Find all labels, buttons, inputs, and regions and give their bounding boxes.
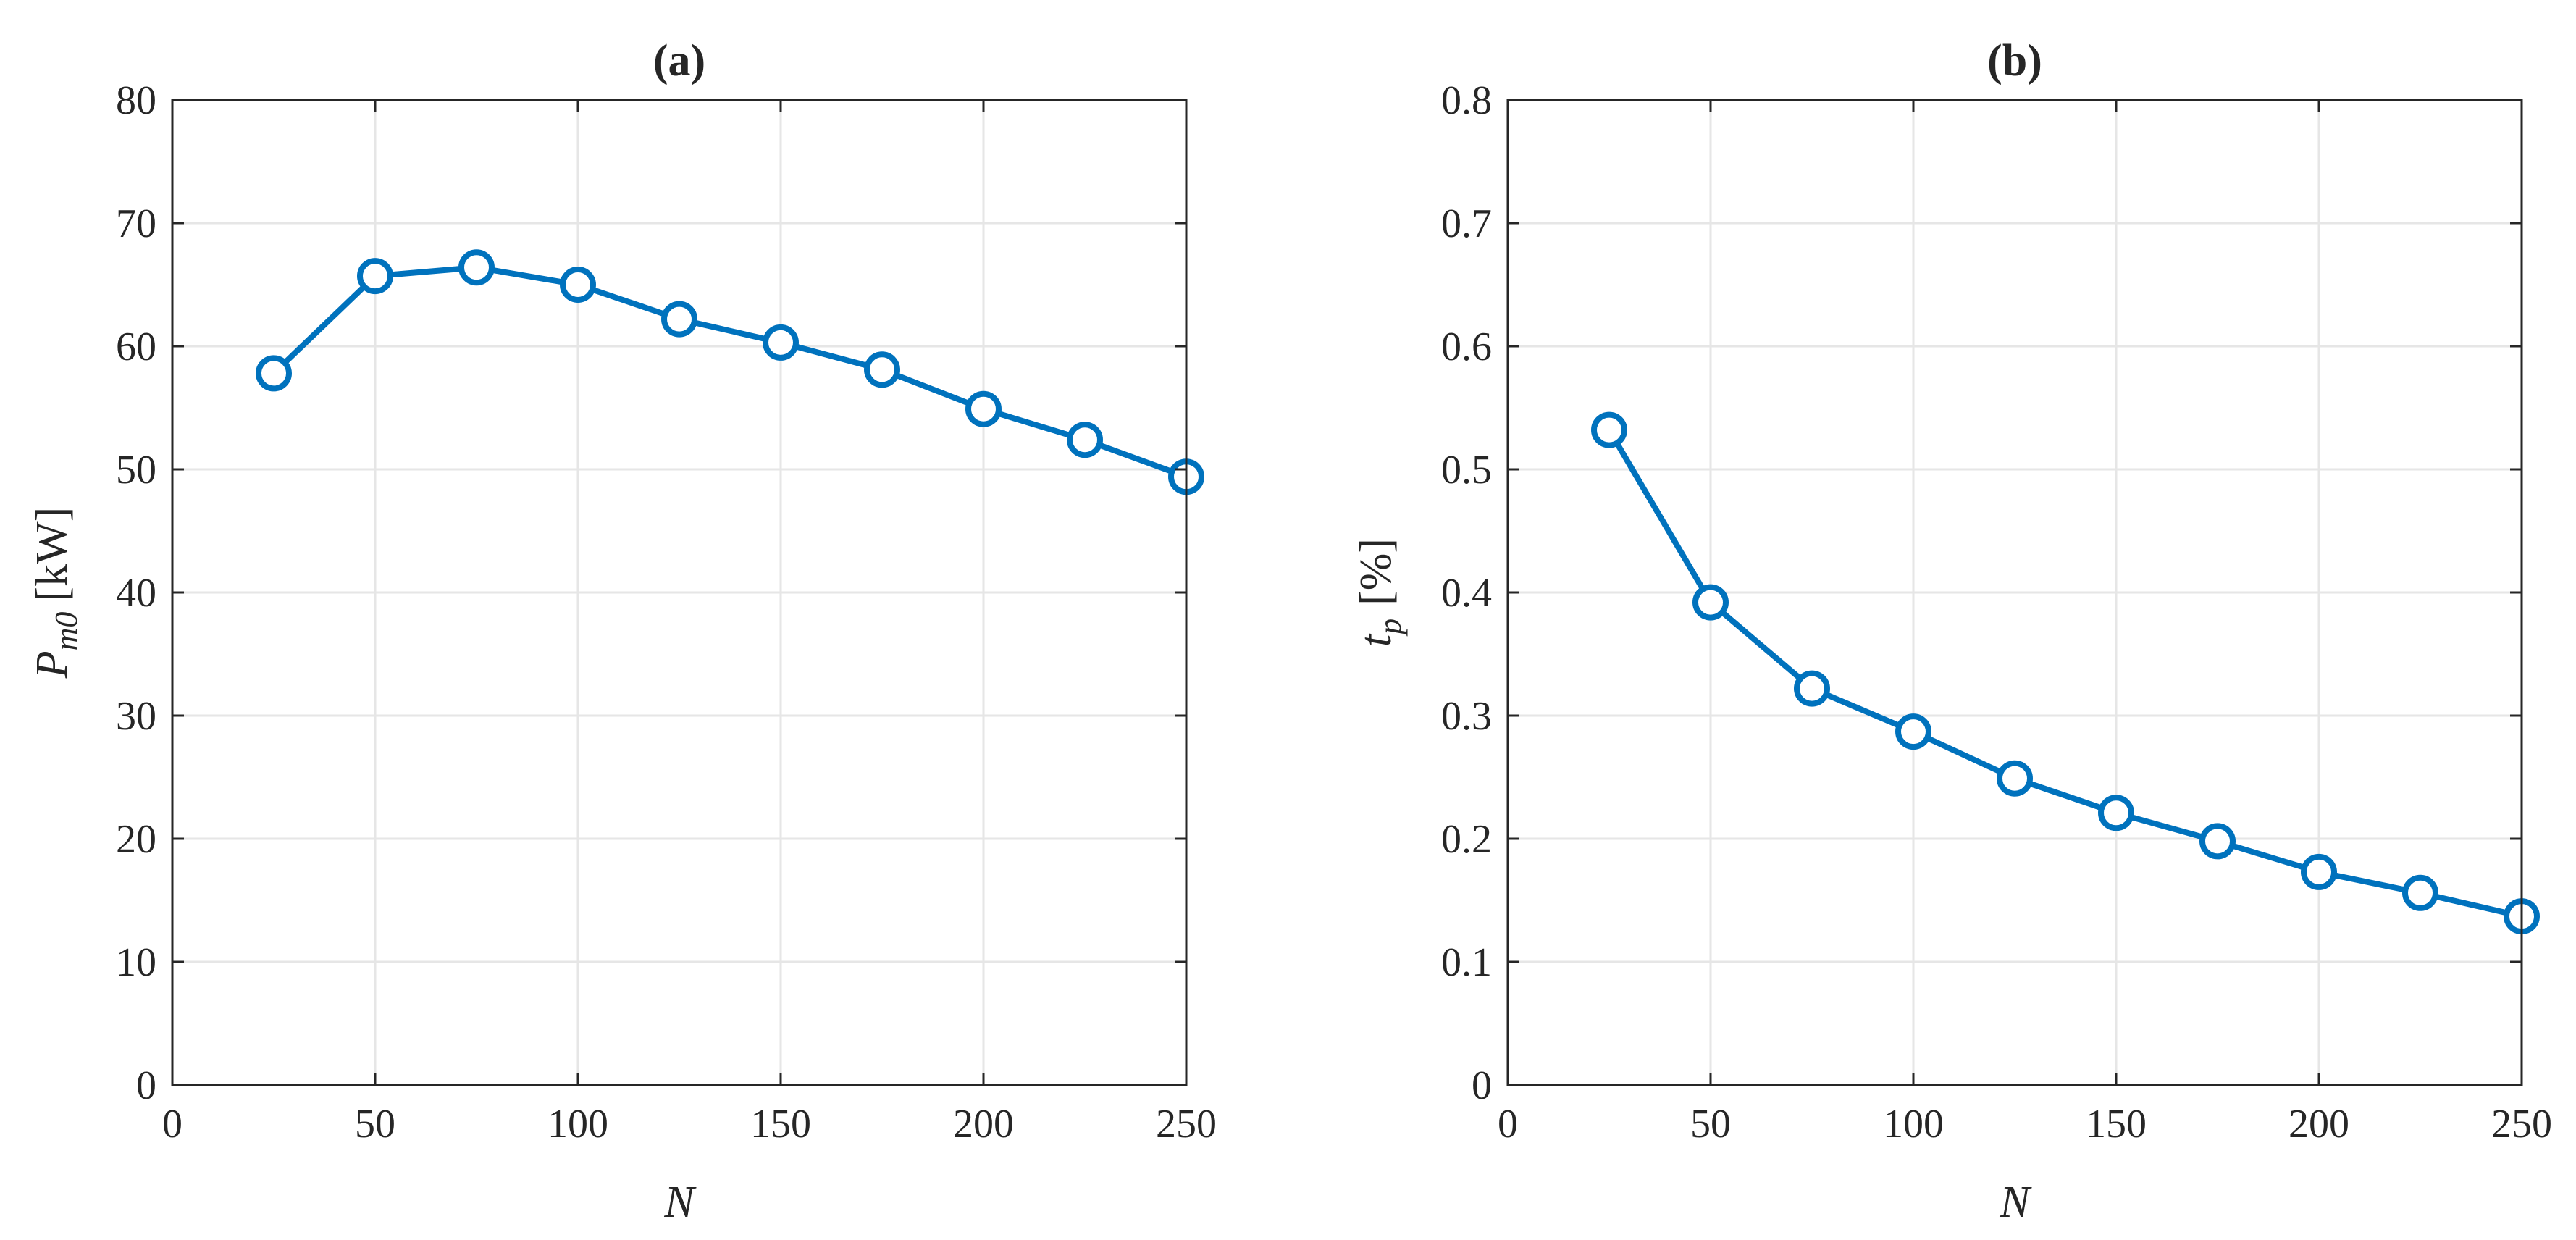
y-tick-label: 40 — [116, 571, 156, 616]
ticks-a: 0 50 100 150 200 250 0 10 20 30 40 50 60 70 80 — [116, 78, 1217, 1147]
y-axis-label-symbol-b: t — [1351, 633, 1401, 647]
y-axis-label-b: tp [%] — [1351, 538, 1408, 647]
x-tick-label: 200 — [953, 1102, 1014, 1147]
data-point — [1794, 670, 1830, 707]
y-axis-label-unit-a: [kW] — [28, 507, 77, 602]
y-tick-label: 0 — [136, 1063, 156, 1108]
y-axis-label-a: Pm0 [kW] — [28, 507, 84, 679]
y-tick-label: 0 — [1472, 1063, 1492, 1108]
x-tick-label: 50 — [1690, 1102, 1731, 1147]
data-point — [763, 324, 799, 361]
y-tick-label: 70 — [116, 201, 156, 246]
y-tick-label: 60 — [116, 324, 156, 369]
y-tick-label: 80 — [116, 78, 156, 123]
data-point — [1067, 422, 1103, 458]
ticks-b: 0 50 100 150 200 250 0 0.1 0.2 0.3 0.4 0.5 0.6 0.7 0.8 — [1441, 78, 2552, 1147]
data-point — [1591, 411, 1627, 448]
data-point — [661, 301, 697, 338]
series-line — [272, 264, 1188, 479]
data-point — [965, 390, 1002, 427]
y-axis-label-subscript-a: m0 — [49, 612, 84, 651]
data-point — [357, 258, 393, 295]
x-tick-label: 50 — [355, 1102, 395, 1147]
y-tick-label: 0.8 — [1441, 78, 1492, 123]
y-tick-label: 30 — [116, 694, 156, 739]
data-point — [864, 351, 900, 388]
series-line — [1606, 428, 2522, 919]
data-point — [458, 249, 495, 286]
y-tick-label: 50 — [116, 448, 156, 493]
panel-b: 0 50 100 150 200 250 0 0.1 0.2 0.3 0.4 0.5 0.6 0.7 0.8… — [1351, 36, 2552, 1227]
y-tick-label: 0.3 — [1441, 694, 1492, 739]
x-tick-label: 0 — [162, 1102, 182, 1147]
y-tick-label: 0.1 — [1441, 940, 1492, 985]
y-tick-label: 0.7 — [1441, 201, 1492, 246]
x-tick-label: 150 — [2086, 1102, 2147, 1147]
x-tick-label: 0 — [1498, 1102, 1518, 1147]
y-axis-label-symbol-a: P — [28, 650, 77, 679]
panel-title-a: (a) — [653, 36, 705, 85]
panel-title-b: (b) — [1987, 36, 2042, 85]
x-axis-label-a: N — [663, 1178, 697, 1227]
series-layer-b — [1591, 411, 2540, 935]
data-point — [2301, 853, 2337, 890]
data-point — [1997, 760, 2033, 797]
x-axis-label-b: N — [1999, 1178, 2032, 1227]
data-point — [1895, 713, 1931, 750]
x-tick-label: 150 — [750, 1102, 811, 1147]
y-tick-label: 0.5 — [1441, 448, 1492, 493]
data-point — [2199, 823, 2236, 860]
y-tick-label: 0.6 — [1441, 324, 1492, 369]
y-tick-label: 20 — [116, 817, 156, 862]
series-layer-a — [256, 249, 1204, 495]
data-point — [560, 267, 596, 303]
panel-a: 0 50 100 150 200 250 0 10 20 30 40 50 60 70 80 (a) N P… — [28, 36, 1217, 1227]
x-tick-label: 200 — [2288, 1102, 2349, 1147]
data-point — [2098, 795, 2134, 831]
data-point — [1692, 584, 1729, 621]
y-tick-label: 0.2 — [1441, 817, 1492, 862]
x-tick-label: 250 — [1156, 1102, 1217, 1147]
x-tick-label: 100 — [1883, 1102, 1944, 1147]
y-axis-label-subscript-b: p — [1372, 619, 1408, 637]
data-point — [256, 355, 292, 392]
data-point — [2402, 874, 2438, 911]
y-tick-label: 0.4 — [1441, 571, 1492, 616]
x-tick-label: 250 — [2491, 1102, 2552, 1147]
y-axis-label-unit-b: [%] — [1351, 538, 1401, 606]
y-tick-label: 10 — [116, 940, 156, 985]
x-tick-label: 100 — [547, 1102, 608, 1147]
